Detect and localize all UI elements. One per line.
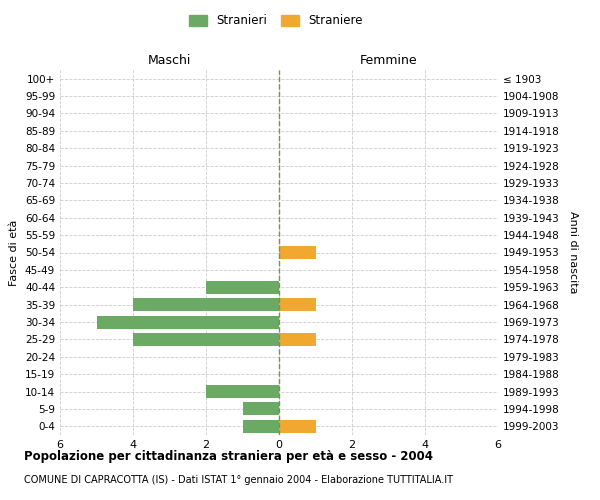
Text: COMUNE DI CAPRACOTTA (IS) - Dati ISTAT 1° gennaio 2004 - Elaborazione TUTTITALIA: COMUNE DI CAPRACOTTA (IS) - Dati ISTAT 1… — [24, 475, 453, 485]
Text: Popolazione per cittadinanza straniera per età e sesso - 2004: Popolazione per cittadinanza straniera p… — [24, 450, 433, 463]
Bar — [242, 402, 279, 415]
Y-axis label: Anni di nascita: Anni di nascita — [568, 211, 578, 294]
Bar — [279, 298, 316, 311]
Text: Maschi: Maschi — [148, 54, 191, 66]
Bar — [279, 333, 316, 346]
Bar — [133, 298, 279, 311]
Bar — [206, 385, 279, 398]
Text: Femmine: Femmine — [359, 54, 418, 66]
Bar — [242, 420, 279, 433]
Bar — [279, 420, 316, 433]
Bar — [206, 280, 279, 294]
Legend: Stranieri, Straniere: Stranieri, Straniere — [185, 11, 367, 31]
Y-axis label: Fasce di età: Fasce di età — [10, 220, 19, 286]
Bar — [279, 246, 316, 259]
Bar — [133, 333, 279, 346]
Bar — [97, 316, 279, 328]
